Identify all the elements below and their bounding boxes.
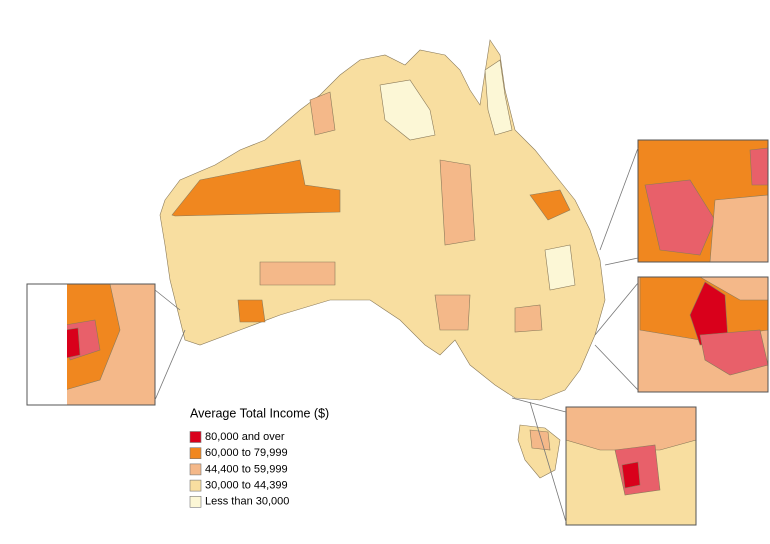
region: [699, 329, 769, 376]
region: [709, 194, 769, 263]
legend-label: 80,000 and over: [205, 431, 285, 443]
inset-perth: [26, 283, 186, 406]
inset-frame: [637, 276, 769, 393]
region: [309, 91, 336, 136]
region: [529, 189, 571, 221]
legend-label: Less than 30,000: [205, 496, 289, 508]
legend-swatch: [189, 463, 202, 476]
legend-title: Average Total Income ($): [190, 406, 329, 420]
region: [749, 147, 769, 186]
region: [64, 327, 81, 359]
legend: Average Total Income ($) 80,000 and over…: [189, 406, 329, 508]
mainland: [159, 39, 606, 479]
sea: [27, 284, 67, 405]
region: [484, 59, 513, 136]
region: [565, 406, 697, 451]
inset-frame: [637, 139, 769, 263]
legend-swatch: [189, 479, 202, 492]
region: [621, 461, 641, 489]
leader: [594, 282, 639, 336]
leader: [511, 397, 567, 413]
region: [237, 299, 266, 323]
region: [259, 261, 336, 286]
leader: [594, 344, 639, 391]
legend-swatch: [189, 495, 202, 508]
legend-label: 44,400 to 59,999: [205, 463, 288, 475]
inset-sydney: [594, 276, 769, 393]
leader: [599, 147, 639, 251]
legend-swatch: [189, 447, 202, 460]
leader: [154, 289, 181, 311]
inset-brisbane: [599, 139, 769, 266]
region: [439, 159, 476, 246]
leader: [154, 329, 186, 401]
leader: [529, 401, 567, 523]
inset-melbourne: [511, 397, 697, 526]
region: [379, 79, 436, 141]
region: [514, 304, 543, 333]
inset-frame: [26, 283, 156, 406]
tasmania: [517, 424, 561, 479]
region: [544, 244, 576, 291]
region: [434, 294, 471, 331]
inset-frame: [565, 406, 697, 526]
region: [644, 179, 716, 256]
region: [529, 429, 551, 451]
region: [171, 159, 341, 217]
legend-swatch: [189, 431, 202, 443]
legend-label: 60,000 to 79,999: [205, 447, 288, 459]
leader: [604, 257, 639, 266]
legend-label: 30,000 to 44,399: [205, 480, 288, 492]
